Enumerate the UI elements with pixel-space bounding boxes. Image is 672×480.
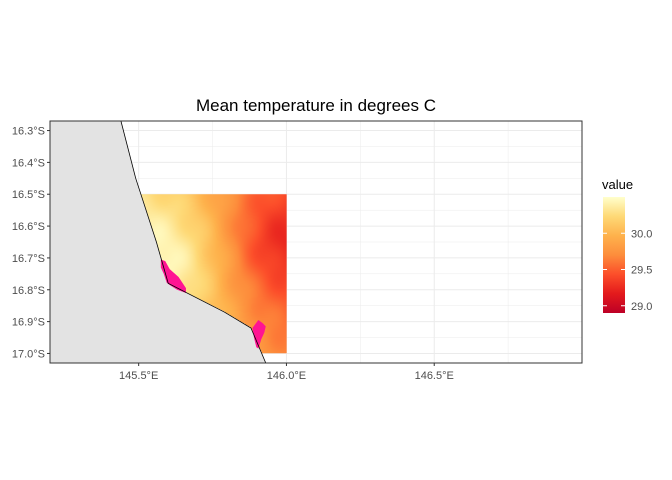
legend-tick-label-2: 30.0	[631, 228, 652, 240]
y-tick-label-3: 16.6°S	[12, 221, 45, 233]
y-axis: 16.3°S 16.4°S 16.5°S 16.6°S 16.7°S 16.8°S 16.9…	[12, 126, 50, 360]
y-tick-label-2: 16.5°S	[12, 189, 45, 201]
legend-title: value	[602, 177, 633, 192]
na-patch-1	[252, 320, 266, 349]
legend: value 29.0 29.5 30.0	[602, 177, 652, 313]
na-patch-0	[160, 259, 186, 293]
coastline	[120, 121, 267, 363]
legend-ticks: 29.0 29.5 30.0	[603, 228, 652, 313]
x-axis: 145.5°E 146.0°E 146.5°E	[119, 363, 454, 382]
legend-tick-label-1: 29.5	[631, 265, 652, 277]
y-tick-label-4: 16.7°S	[12, 253, 45, 265]
legend-tick-label-0: 29.0	[631, 301, 652, 313]
x-tick-label-1: 146.0°E	[267, 370, 306, 382]
y-tick-label-7: 17.0°S	[12, 348, 45, 360]
x-tick-label-2: 146.5°E	[415, 370, 454, 382]
y-tick-label-5: 16.8°S	[12, 285, 45, 297]
land-polygon	[50, 121, 266, 363]
y-tick-label-6: 16.9°S	[12, 317, 45, 329]
legend-colorbar	[603, 197, 625, 313]
x-tick-label-0: 145.5°E	[119, 370, 158, 382]
missing-value-patches	[160, 259, 266, 349]
map-layer	[50, 121, 287, 363]
panel-border	[49, 120, 583, 364]
y-tick-label-0: 16.3°S	[12, 126, 45, 138]
chart-title: Mean temperature in degrees C	[196, 96, 436, 115]
y-tick-label-1: 16.4°S	[12, 157, 45, 169]
